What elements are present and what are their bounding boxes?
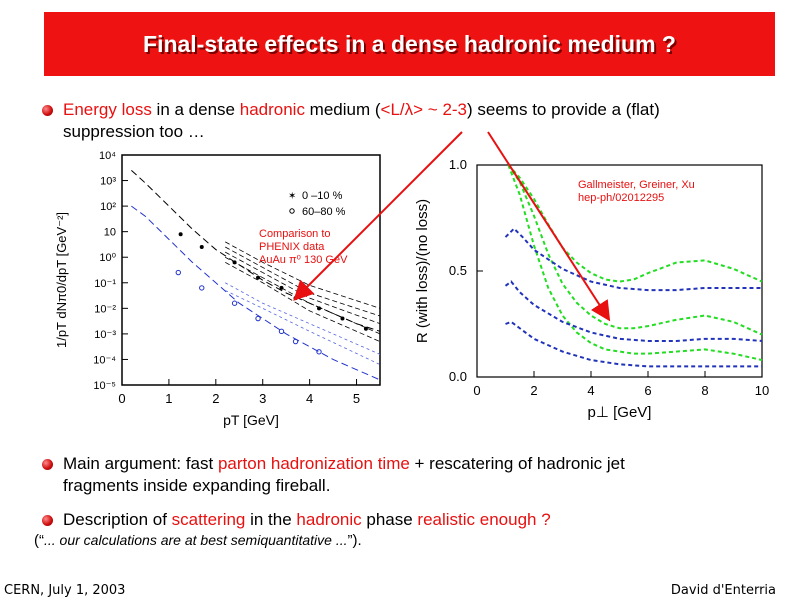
annotation-line: Gallmeister, Greiner, Xu <box>578 179 695 191</box>
energy-loss-text: Energy loss <box>63 100 152 119</box>
text-segment: phase <box>361 510 418 529</box>
quote-open: (“ <box>34 532 44 549</box>
annotation-line: PHENIX data <box>259 241 325 253</box>
footer-date: CERN, July 1, 2003 <box>4 583 126 598</box>
x-tick-label: 4 <box>587 383 594 398</box>
y-tick-label: 10³ <box>100 176 116 188</box>
legend-label: 0 –10 % <box>302 190 343 202</box>
ratio-curve <box>505 320 762 368</box>
peripheral-data-point <box>278 328 285 335</box>
legend-label: 60–80 % <box>302 206 346 218</box>
y-tick-label: 10⁻¹ <box>94 278 116 290</box>
central-data-point <box>279 285 284 290</box>
central-data-point <box>340 316 345 321</box>
hadronic-text: hadronic <box>296 510 362 529</box>
comparison-annotation: Comparison to PHENIX data AuAu π⁰ 130 Ge… <box>259 228 347 267</box>
scattering-text: scattering <box>171 510 246 529</box>
central-data-point <box>256 275 261 280</box>
bullet-energy-loss: Energy loss in a dense hadronic medium (… <box>63 99 778 143</box>
x-tick-label: 1 <box>165 391 172 406</box>
x-tick-label: 6 <box>644 383 651 398</box>
footer-author: David d'Enterria <box>670 583 776 598</box>
ratio-curve <box>504 227 762 292</box>
legend-marker-star: ✶ <box>288 191 296 202</box>
y-tick-label: 10⁻² <box>94 303 116 315</box>
bullet-icon <box>42 105 53 116</box>
text-segment: ) seems to provide a (flat) <box>467 100 660 119</box>
text-segment: in a dense <box>151 100 240 119</box>
spectrum-curve <box>225 290 381 365</box>
peripheral-data-point <box>255 315 261 322</box>
y-tick-label: 10⁰ <box>99 252 116 264</box>
text-segment: Main argument: fast <box>63 454 218 473</box>
x-tick-label: 0 <box>473 383 480 398</box>
bullet-icon <box>42 515 53 526</box>
annotation-line: AuAu π⁰ 130 GeV <box>259 254 348 266</box>
slide-title-bar: Final-state effects in a dense hadronic … <box>44 12 775 76</box>
x-tick-label: 8 <box>701 383 708 398</box>
y-tick-label: 0.5 <box>449 263 467 278</box>
slide-title: Final-state effects in a dense hadronic … <box>143 30 676 57</box>
reference-annotation: Gallmeister, Greiner, Xu hep-ph/02012295 <box>578 179 695 205</box>
parton-hadronization-text: parton hadronization time <box>217 454 410 473</box>
bullet-description: Description of scattering in the hadroni… <box>63 509 778 531</box>
y-tick-label: 0.0 <box>449 369 467 384</box>
bullet-icon <box>42 459 53 470</box>
x-tick-label: 3 <box>259 391 266 406</box>
text-segment: medium ( <box>304 100 381 119</box>
peripheral-data-point <box>231 300 238 306</box>
realistic-text: realistic enough ? <box>417 510 551 529</box>
y-tick-label: 10⁻⁵ <box>93 380 116 392</box>
x-tick-label: 4 <box>306 391 313 406</box>
text-segment: suppression too … <box>63 122 205 141</box>
annotation-line: hep-ph/02012295 <box>578 192 665 204</box>
text-segment: + rescatering of hadronic jet <box>409 454 625 473</box>
x-axis-label: p⊥ [GeV] <box>588 404 652 421</box>
y-tick-label: 10⁻³ <box>94 329 116 341</box>
y-tick-label: 10² <box>100 201 116 213</box>
x-tick-label: 2 <box>212 391 219 406</box>
ratio-curve <box>504 280 763 342</box>
x-tick-label: 2 <box>530 383 537 398</box>
hadronic-text: hadronic <box>239 100 305 119</box>
y-axis-label: 1/pT dNπ0/dpT [GeV⁻²] <box>54 212 69 348</box>
text-segment: fragments inside expanding fireball. <box>63 476 331 495</box>
spectrum-curve <box>131 205 381 381</box>
peripheral-data-point <box>316 349 322 355</box>
peripheral-data-point <box>292 338 299 345</box>
x-tick-label: 10 <box>755 383 769 398</box>
peripheral-data-point <box>199 285 205 291</box>
central-data-point <box>293 296 298 301</box>
bullet-main-argument: Main argument: fast parton hadronization… <box>63 453 778 497</box>
x-axis-label: pT [GeV] <box>223 412 279 428</box>
y-tick-label: 10⁴ <box>99 150 116 162</box>
central-data-point <box>232 260 237 265</box>
y-tick-label: 10 <box>104 227 116 239</box>
quote-close: ”). <box>347 532 362 549</box>
y-tick-label: 10⁻⁴ <box>93 354 116 366</box>
ratio-text: <L/λ> ~ 2-3 <box>380 100 468 119</box>
pt-spectrum-chart: 0 1 2 3 4 5 10⁴ 10³ 10² 10 10⁰ 10⁻¹ 10⁻² 10⁻³ 10⁻⁴ 10⁻⁵… <box>54 150 381 428</box>
text-segment: in the <box>245 510 297 529</box>
central-data-point <box>178 232 183 237</box>
central-data-point <box>317 306 322 311</box>
legend-marker-circle <box>289 208 295 214</box>
x-tick-label: 0 <box>118 391 125 406</box>
y-tick-label: 1.0 <box>449 157 467 172</box>
spectrum-curve <box>131 169 381 332</box>
peripheral-data-point <box>175 269 181 276</box>
central-data-point <box>363 326 368 331</box>
annotation-line: Comparison to <box>259 228 331 240</box>
text-segment: Description of <box>63 510 172 529</box>
central-data-point <box>199 245 204 249</box>
x-tick-label: 5 <box>353 391 360 406</box>
quote-text: ... our calculations are at best semiqua… <box>44 532 348 548</box>
y-axis-label: R (with loss)/(no loss) <box>414 199 431 343</box>
quote-note: (“... our calculations are at best semiq… <box>34 532 362 549</box>
spectrum-curve <box>225 282 381 355</box>
